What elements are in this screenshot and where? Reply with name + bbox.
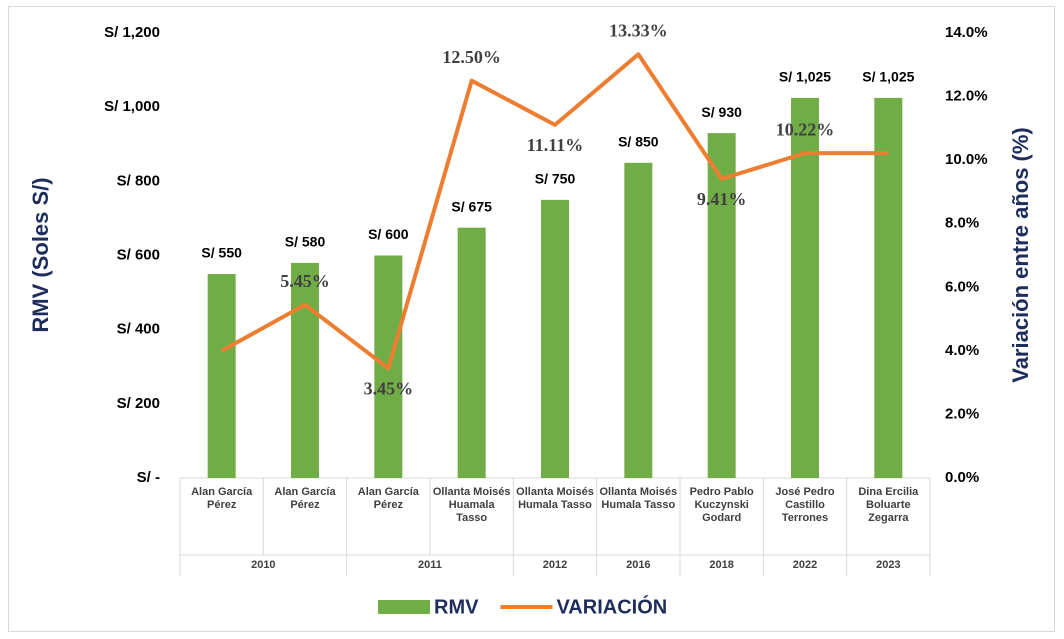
y2-tick-label: 12.0% [945, 88, 988, 105]
y-tick-label: S/ 600 [117, 246, 160, 263]
y-axis-label: RMV (Soles S/) [28, 177, 53, 332]
line-value-label: 11.11% [527, 135, 584, 155]
y2-tick-label: 6.0% [945, 278, 979, 295]
bar-value-label: S/ 750 [535, 171, 576, 187]
bar-value-label: S/ 600 [368, 226, 409, 242]
x-tick-label: Alan García Pérez [191, 486, 253, 511]
line-value-label: 10.22% [776, 119, 835, 139]
bar [207, 274, 236, 478]
bar-value-label: S/ 1,025 [779, 69, 831, 85]
legend-swatch [378, 600, 430, 614]
y-tick-label: S/ 200 [117, 395, 160, 412]
x-tick-label: Pedro Pablo Kuczynski Godard [689, 486, 754, 524]
line [220, 52, 889, 371]
bar-value-label: S/ 675 [451, 198, 492, 214]
x-tick-label: Dina Ercilia Boluarte Zegarra [858, 486, 919, 524]
x-tick-label: Ollanta Moisés Humala Tasso [516, 486, 594, 511]
y-tick-label: S/ 1,000 [104, 98, 160, 115]
y-tick-label: S/ 400 [117, 321, 160, 338]
y2-tick-label: 4.0% [945, 342, 979, 359]
x-tick-label: Alan García Pérez [274, 486, 336, 511]
y2-tick-label: 14.0% [945, 24, 988, 41]
chart-border [8, 6, 1055, 632]
bar-value-label: S/ 550 [201, 245, 242, 261]
bar-value-label: S/ 580 [285, 234, 326, 250]
y-tick-label: S/ 1,200 [104, 24, 160, 41]
y2-tick-label: 10.0% [945, 151, 988, 168]
bar [707, 133, 736, 478]
x-tick-label: Ollanta Moisés Humala Tasso [599, 486, 678, 511]
year-label: 2016 [626, 559, 651, 571]
legend-label: RMV [434, 596, 479, 618]
line-value-label: 9.41% [697, 189, 747, 209]
y2-tick-label: 2.0% [945, 405, 979, 422]
year-label: 2022 [792, 559, 818, 571]
bar [791, 97, 819, 478]
x-tick-label: Alan García Pérez [357, 486, 419, 511]
year-label: 2023 [876, 559, 901, 571]
year-label: 2010 [251, 559, 276, 571]
x-tick-label: Ollanta Moisés Huamala Tasso [432, 486, 511, 524]
bar-value-label: S/ 1,025 [862, 69, 914, 85]
bar [624, 162, 653, 478]
year-label: 2011 [418, 559, 442, 571]
line-value-label: 3.45% [364, 378, 414, 398]
bar [874, 97, 903, 478]
year-label: 2012 [542, 559, 568, 571]
line-value-label: 12.50% [442, 47, 501, 67]
line-value-label: 13.33% [609, 20, 668, 40]
bar-value-label: S/ 930 [701, 104, 742, 120]
y2-tick-label: 0.0% [945, 469, 979, 486]
y-tick-label: S/ 800 [117, 172, 160, 189]
y2-axis-label: Variación entre años (%) [1008, 127, 1033, 383]
y2-tick-label: 8.0% [945, 215, 979, 232]
y-tick-label: S/ - [137, 469, 160, 486]
bar [541, 199, 569, 478]
legend-label: VARIACIÓN [556, 594, 667, 618]
line-value-label: 5.45% [280, 271, 330, 291]
bar [291, 262, 319, 478]
year-label: 2018 [709, 559, 734, 571]
bar-value-label: S/ 850 [618, 133, 659, 149]
x-tick-label: José Pedro Castillo Terrones [775, 486, 835, 524]
bar [457, 227, 486, 478]
